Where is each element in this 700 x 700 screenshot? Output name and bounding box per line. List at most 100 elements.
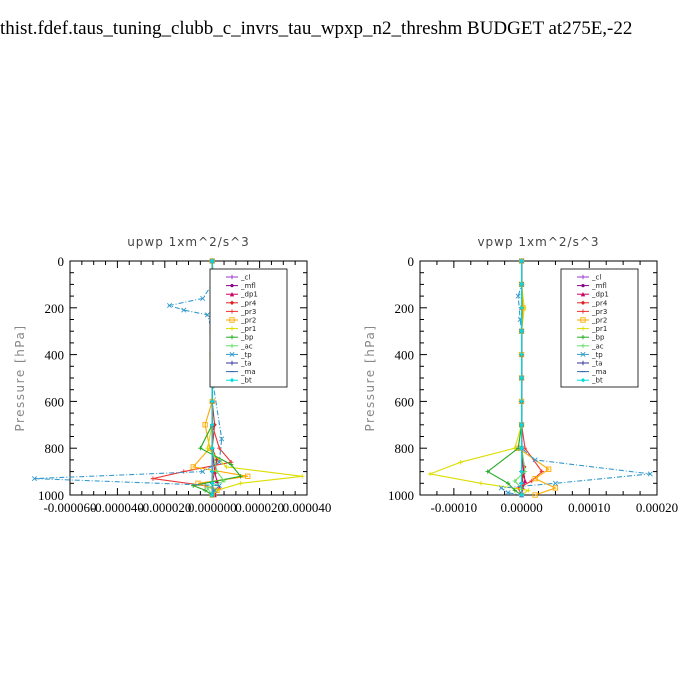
legend-marker (580, 292, 586, 297)
legend-label: _ac (591, 342, 604, 350)
data-point (190, 464, 196, 470)
chart-title: vpwp 1xm^2/s^3 (477, 235, 599, 249)
data-point (167, 302, 173, 308)
x-tick-label: 0.00020 (636, 500, 678, 515)
data-point (217, 446, 222, 451)
data-point (219, 436, 225, 442)
data-point (224, 464, 229, 470)
data-point (512, 478, 517, 484)
data-point (552, 480, 558, 486)
series-line (486, 261, 523, 496)
data-point (526, 488, 531, 493)
data-point (519, 422, 524, 427)
chart-title: upwp 1xm^2/s^3 (127, 235, 250, 249)
data-point (519, 329, 524, 334)
legend-label: _pr3 (240, 308, 256, 316)
y-tick-label: 1000 (38, 488, 64, 503)
legend-label: _bp (591, 334, 605, 342)
legend-label: _pr4 (240, 299, 257, 307)
legend-label: _bp (240, 334, 254, 342)
data-point (519, 481, 524, 486)
legend-marker (229, 309, 235, 314)
data-point (210, 446, 215, 451)
data-point (245, 473, 251, 479)
data-point (519, 469, 524, 474)
legend-marker (580, 351, 586, 357)
data-point (210, 492, 215, 498)
data-point (519, 446, 524, 451)
legend-marker (229, 274, 235, 280)
legend-marker (580, 309, 586, 314)
y-tick-label: 1000 (388, 488, 414, 503)
y-tick-label: 800 (45, 441, 65, 456)
data-point (519, 399, 524, 404)
legend-marker (229, 317, 235, 323)
series-bt (519, 258, 524, 498)
data-point (300, 474, 305, 479)
data-point (552, 485, 559, 491)
data-point (210, 481, 215, 486)
data-point (532, 475, 538, 482)
y-tick-label: 400 (395, 348, 415, 363)
data-point (212, 422, 217, 427)
data-point (210, 258, 215, 264)
data-point (195, 480, 201, 486)
x-tick-label: -0.00010 (431, 500, 478, 515)
legend-marker (580, 317, 586, 323)
legend-marker (229, 351, 235, 357)
x-tick-label: -0.000060 (43, 500, 96, 515)
data-point (198, 446, 203, 451)
page-title: thist.fdef.taus_tuning_clubb_c_invrs_tau… (0, 18, 633, 39)
legend-label: _pr3 (591, 308, 607, 316)
data-point (221, 478, 227, 484)
data-point (519, 492, 524, 498)
legend-box (560, 268, 639, 388)
y-tick-label: 0 (58, 254, 65, 269)
legend-marker (229, 378, 235, 383)
data-point (505, 481, 511, 486)
data-point (204, 312, 210, 318)
data-point (519, 305, 524, 310)
data-point (522, 478, 528, 484)
data-point (515, 293, 521, 299)
data-point (181, 469, 186, 474)
data-point (214, 469, 220, 474)
legend-marker (580, 300, 586, 305)
x-tick-label: -0.000040 (91, 500, 144, 515)
series-pr1 (427, 258, 531, 498)
legend-label: _tp (240, 351, 252, 359)
y-tick-label: 600 (395, 394, 415, 409)
data-point (205, 446, 210, 451)
legend-label: _mfl (240, 282, 256, 290)
data-point (519, 352, 524, 357)
data-point (202, 422, 208, 428)
data-point (150, 476, 156, 481)
chart-panel-2: vpwp 1xm^2/s^3 Pressure [hPa] 0 200 400 600 80… (363, 235, 678, 515)
data-point (205, 485, 210, 491)
data-point (485, 469, 490, 474)
legend-marker (229, 360, 235, 366)
legend-marker (580, 343, 586, 348)
data-point (228, 462, 234, 467)
data-point (519, 375, 524, 381)
y-tick-label: 800 (395, 441, 415, 456)
data-point (216, 483, 222, 489)
data-point (202, 488, 208, 493)
legend-label: _ma (591, 368, 607, 376)
legend-label: _dp1 (591, 291, 609, 299)
y-tick-label: 200 (395, 301, 415, 316)
data-point (181, 307, 187, 313)
data-point (210, 422, 215, 427)
legend-marker (580, 378, 586, 383)
legend-label: _tp (591, 351, 603, 359)
legend-marker (580, 360, 586, 366)
legend-label: _pr2 (591, 317, 607, 325)
series-line (428, 261, 530, 496)
legend-label: _pr1 (591, 325, 607, 333)
data-point (238, 481, 243, 486)
legend-marker (580, 335, 586, 340)
x-tick-label: -0.000020 (138, 500, 191, 515)
legend-marker (580, 326, 586, 331)
legend-label: _pr1 (240, 325, 256, 333)
